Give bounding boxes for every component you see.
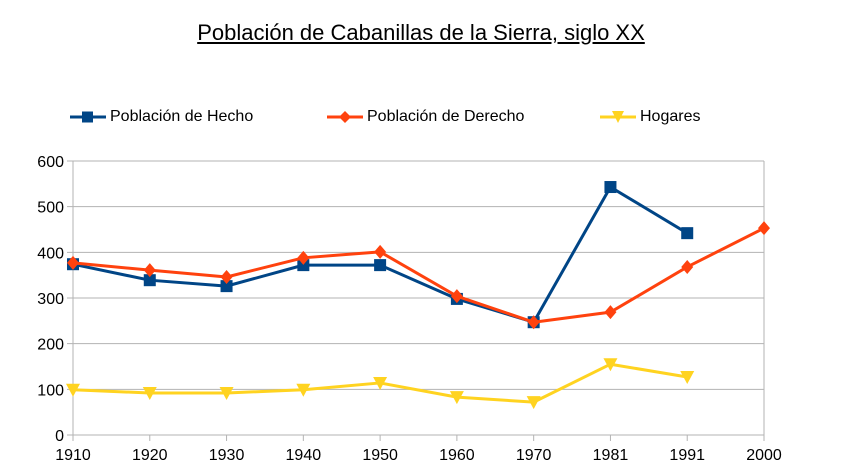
data-point-diamond bbox=[143, 263, 156, 278]
x-tick-label: 1910 bbox=[55, 447, 91, 464]
data-point-square bbox=[374, 259, 387, 272]
y-tick-label: 400 bbox=[37, 245, 64, 262]
data-point-triangle bbox=[142, 386, 157, 400]
data-point-diamond bbox=[681, 259, 694, 274]
data-point-triangle bbox=[680, 371, 695, 385]
y-tick-label: 300 bbox=[37, 291, 64, 308]
legend-triangle-marker-icon bbox=[600, 111, 636, 123]
y-tick-label: 100 bbox=[37, 382, 64, 399]
y-tick-label: 600 bbox=[37, 154, 64, 171]
chart-title: Población de Cabanillas de la Sierra, si… bbox=[0, 20, 842, 46]
data-point-diamond bbox=[67, 255, 79, 270]
data-point-triangle bbox=[66, 383, 80, 397]
y-tick-label: 200 bbox=[37, 337, 64, 354]
x-tick-label: 1970 bbox=[516, 447, 552, 464]
data-point-triangle bbox=[296, 383, 311, 397]
legend-label-hecho: Población de Hecho bbox=[110, 108, 254, 125]
x-tick-label: 1920 bbox=[132, 447, 168, 464]
data-point-triangle bbox=[373, 376, 388, 390]
legend-diamond-marker-icon bbox=[327, 111, 363, 123]
data-point-square bbox=[604, 181, 617, 194]
y-tick-label: 0 bbox=[55, 428, 64, 445]
x-tick-label: 2000 bbox=[746, 447, 782, 464]
data-point-triangle bbox=[526, 396, 541, 410]
x-tick-label: 1950 bbox=[362, 447, 398, 464]
legend-square-marker-icon bbox=[70, 111, 106, 123]
legend-label-hogares: Hogares bbox=[640, 108, 701, 125]
data-point-diamond bbox=[220, 269, 233, 284]
data-point-square bbox=[681, 227, 694, 240]
data-point-diamond bbox=[450, 289, 463, 304]
data-point-diamond bbox=[758, 221, 770, 236]
x-tick-label: 1981 bbox=[593, 447, 629, 464]
data-point-square bbox=[297, 259, 310, 272]
legend-item-hecho: Población de Hecho bbox=[70, 106, 253, 128]
data-point-triangle bbox=[603, 358, 618, 372]
legend-item-hogares: Hogares bbox=[600, 106, 700, 128]
chart-title-text: Población de Cabanillas de la Sierra, si… bbox=[197, 20, 645, 45]
y-tick-label: 500 bbox=[37, 200, 64, 217]
x-tick-label: 1991 bbox=[669, 447, 705, 464]
data-point-diamond bbox=[374, 244, 387, 259]
x-tick-label: 1960 bbox=[439, 447, 475, 464]
series-line-1 bbox=[72, 226, 765, 324]
data-point-diamond bbox=[604, 305, 617, 320]
data-point-triangle bbox=[219, 386, 234, 400]
data-point-diamond bbox=[527, 315, 540, 330]
data-point-square bbox=[220, 280, 233, 293]
data-point-square bbox=[143, 274, 156, 287]
data-point-triangle bbox=[449, 391, 464, 405]
data-point-diamond bbox=[297, 250, 310, 265]
x-tick-label: 1930 bbox=[209, 447, 245, 464]
legend-item-derecho: Población de Derecho bbox=[327, 106, 524, 128]
x-tick-label: 1940 bbox=[286, 447, 322, 464]
legend-label-derecho: Población de Derecho bbox=[367, 108, 525, 125]
